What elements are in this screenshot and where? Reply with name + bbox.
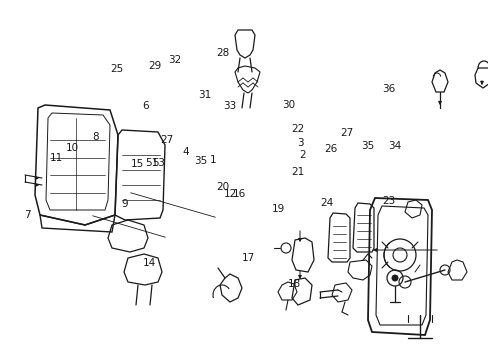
Text: 36: 36: [381, 84, 395, 94]
Text: 25: 25: [109, 64, 123, 74]
Text: 9: 9: [121, 199, 128, 210]
Text: 28: 28: [215, 48, 229, 58]
Text: 31: 31: [197, 90, 211, 100]
Text: 30: 30: [282, 100, 295, 110]
Text: 16: 16: [232, 189, 246, 199]
Text: 5: 5: [152, 158, 159, 168]
Text: 22: 22: [291, 124, 305, 134]
Text: 27: 27: [160, 135, 174, 145]
Text: 23: 23: [382, 196, 395, 206]
Text: 35: 35: [194, 156, 207, 166]
Circle shape: [391, 275, 397, 281]
Text: 18: 18: [287, 279, 301, 289]
Text: 1: 1: [209, 155, 216, 165]
Text: 513: 513: [145, 158, 165, 168]
Text: 17: 17: [241, 253, 255, 264]
Text: 11: 11: [50, 153, 63, 163]
Text: 12: 12: [224, 189, 237, 199]
Text: 7: 7: [24, 210, 31, 220]
Text: 15: 15: [131, 159, 144, 169]
Text: 3: 3: [297, 138, 304, 148]
Text: 10: 10: [66, 143, 79, 153]
Text: 2: 2: [298, 150, 305, 160]
Text: 27: 27: [340, 128, 353, 138]
Text: 32: 32: [168, 55, 182, 66]
Text: 19: 19: [271, 204, 285, 214]
Text: 35: 35: [360, 141, 374, 151]
Text: 29: 29: [148, 61, 162, 71]
Text: 6: 6: [142, 101, 149, 111]
Text: 21: 21: [291, 167, 305, 177]
Text: 33: 33: [223, 101, 236, 111]
Text: 20: 20: [216, 182, 228, 192]
Text: 34: 34: [387, 141, 401, 151]
Text: 26: 26: [323, 144, 337, 154]
Text: 14: 14: [142, 258, 156, 268]
Text: 24: 24: [319, 198, 333, 208]
Text: 4: 4: [182, 147, 189, 157]
Text: 8: 8: [92, 132, 99, 142]
